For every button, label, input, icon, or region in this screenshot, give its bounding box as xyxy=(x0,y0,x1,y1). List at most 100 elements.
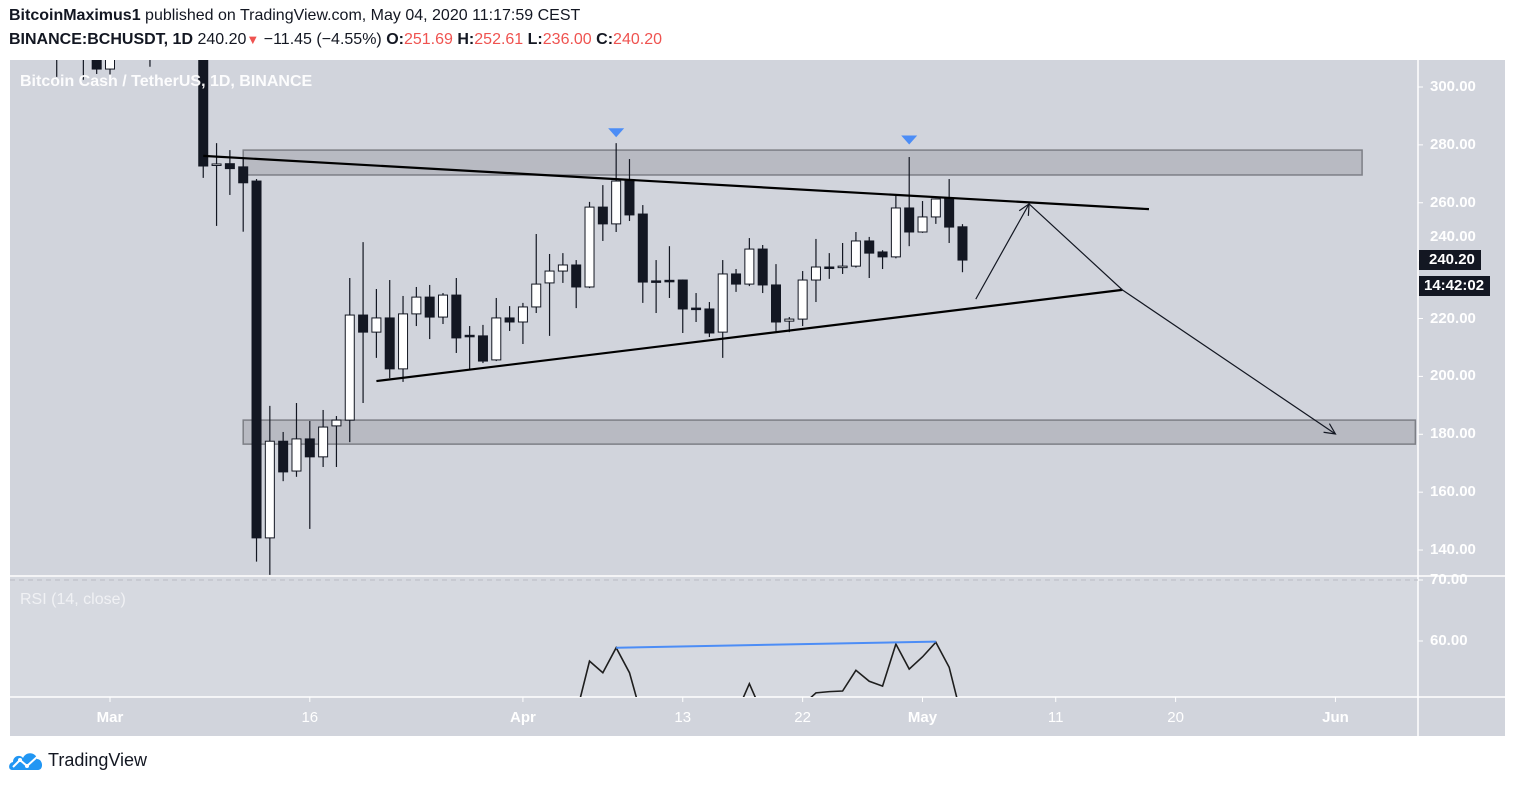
candle-body xyxy=(491,317,502,361)
publish-text: published on TradingView.com, May 04, 20… xyxy=(145,7,581,24)
time-tick-label: 16 xyxy=(301,709,319,726)
open-value: 251.69 xyxy=(403,31,453,48)
candle-body xyxy=(105,60,115,70)
author[interactable]: BitcoinMaximus1 xyxy=(9,7,141,24)
candle-body xyxy=(371,317,382,333)
candle-body xyxy=(477,335,488,362)
time-tick-label: May xyxy=(907,709,938,726)
candle-body xyxy=(731,273,742,285)
candle-body xyxy=(664,279,675,283)
price-tick-label: 200.00 xyxy=(1430,367,1476,385)
candle-body xyxy=(224,163,235,170)
candle-body xyxy=(304,438,315,458)
candle-body xyxy=(797,279,808,320)
rsi-pane[interactable] xyxy=(576,640,962,721)
candle-body xyxy=(264,440,275,539)
candle-body xyxy=(957,226,968,261)
triangle-down-marker-icon xyxy=(901,135,918,145)
candle-body xyxy=(571,264,582,288)
candle-body xyxy=(517,306,528,323)
bar-countdown: 14:42:02 xyxy=(1419,276,1491,296)
candle-body xyxy=(584,206,595,288)
tradingview-cloud-icon xyxy=(9,753,43,770)
price-tick-label: 180.00 xyxy=(1430,425,1476,443)
high-value: 252.61 xyxy=(474,31,524,48)
publish-info: BitcoinMaximus1 published on TradingView… xyxy=(9,7,580,25)
last-price-tag: 240.20 xyxy=(1419,250,1481,270)
candle-body xyxy=(704,308,715,334)
tradingview-logo[interactable]: TradingView xyxy=(8,749,147,771)
time-tick-label: Apr xyxy=(509,709,536,726)
rsi-trendline[interactable] xyxy=(616,640,936,649)
open-label: O: xyxy=(386,31,404,48)
time-tick-label: Mar xyxy=(96,709,124,726)
symbol-info: BINANCE:BCHUSDT, 1D 240.20▼ −11.45 (−4.5… xyxy=(9,31,662,49)
rsi-tick-label: 70.00 xyxy=(1430,571,1468,588)
candle-body xyxy=(824,266,835,270)
candle-body xyxy=(331,419,342,427)
price-tick-label: 140.00 xyxy=(1430,541,1476,559)
time-tick-label: 22 xyxy=(794,709,811,726)
axes xyxy=(109,86,1423,702)
triangle-down-marker-icon xyxy=(608,128,625,138)
candle-body xyxy=(930,198,941,218)
candle-body xyxy=(677,279,688,310)
trendline[interactable] xyxy=(376,288,1123,383)
brand-name: TradingView xyxy=(48,749,148,770)
rsi-line xyxy=(579,640,958,697)
candle-body xyxy=(744,248,755,285)
candle-body xyxy=(597,206,608,225)
time-tick-label: 13 xyxy=(674,709,692,726)
candle-body xyxy=(238,166,249,184)
candle-body xyxy=(810,266,821,281)
time-tick-label: 20 xyxy=(1167,709,1184,726)
candle-body xyxy=(850,240,861,267)
candle-body xyxy=(757,248,768,286)
candle-body xyxy=(358,314,369,333)
zone-rectangle[interactable] xyxy=(242,419,1417,445)
candle-body xyxy=(544,270,555,284)
time-tick-label: 11 xyxy=(1047,709,1064,726)
rsi-title: RSI (14, close) xyxy=(20,591,126,608)
pane-title: Bitcoin Cash / TetherUS, 1D, BINANCE xyxy=(20,73,313,90)
price-tick-label: 300.00 xyxy=(1430,78,1476,95)
rsi-tick-label: 60.00 xyxy=(1430,632,1468,649)
candle-body xyxy=(624,180,635,216)
candle-body xyxy=(691,307,702,311)
rsi-pane-background xyxy=(10,577,1418,697)
candle-body xyxy=(557,264,568,272)
candle-body xyxy=(917,216,928,233)
trendline[interactable] xyxy=(203,154,1150,211)
candle-body xyxy=(424,296,435,318)
candle-body xyxy=(251,180,262,539)
price-tick-label: 260.00 xyxy=(1430,193,1476,211)
candle-body xyxy=(904,207,915,233)
zone-rectangle[interactable] xyxy=(242,149,1363,176)
candle-body xyxy=(864,240,875,254)
candle-body xyxy=(318,426,329,458)
price-tick-label: 160.00 xyxy=(1430,483,1476,501)
low-label: L: xyxy=(527,31,543,48)
candle-body xyxy=(79,41,88,47)
price-tick-label: 240.00 xyxy=(1430,228,1476,245)
close-value: 240.20 xyxy=(613,31,662,48)
time-tick-label: Jun xyxy=(1322,709,1349,726)
close-label: C: xyxy=(596,31,614,48)
candle-body xyxy=(91,60,102,70)
candle-body xyxy=(464,334,475,338)
candle-body xyxy=(451,294,462,339)
high-label: H: xyxy=(457,31,475,48)
candle-body xyxy=(771,284,781,323)
price-pane[interactable] xyxy=(52,0,1417,575)
projection-path xyxy=(975,202,1336,435)
candle-body xyxy=(411,296,422,315)
low-value: 236.00 xyxy=(542,31,592,48)
candle-body xyxy=(384,317,395,370)
price-change: −11.45 (−4.55%) xyxy=(263,31,382,48)
candle-body xyxy=(837,265,848,269)
triangle-down-icon: ▼ xyxy=(246,32,260,47)
price-tick-label: 220.00 xyxy=(1430,309,1476,327)
last-price: 240.20 xyxy=(197,31,247,48)
candle-body xyxy=(944,198,955,228)
